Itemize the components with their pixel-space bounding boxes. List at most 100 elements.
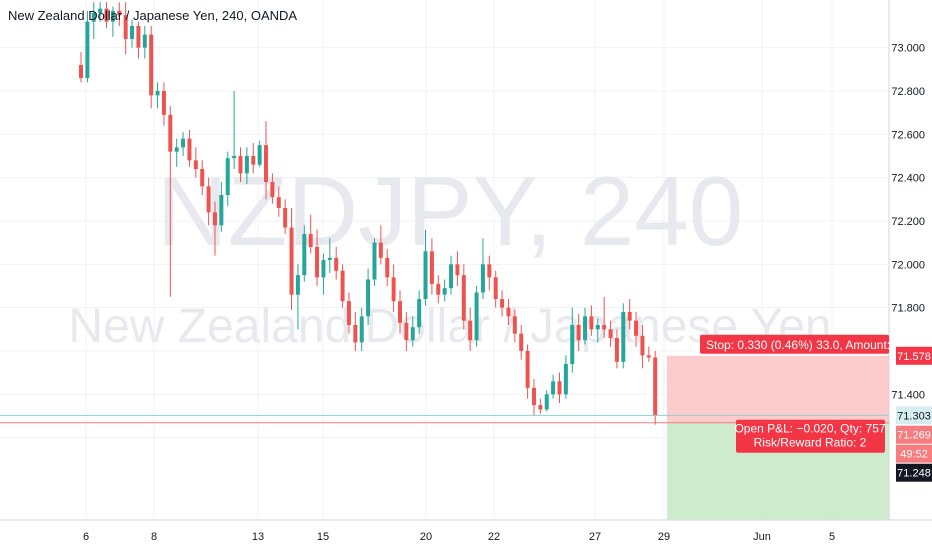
candle-body [251,156,256,165]
candle-body [334,257,339,271]
candle [315,229,320,286]
candle-body [366,279,371,317]
candle [225,151,230,206]
candle [308,214,313,254]
time-axis-panel[interactable] [0,520,932,550]
candle [634,312,639,347]
candle-body [257,145,262,165]
pnl-info-text: Open P&L: −0.020, Qty: 757 [734,422,885,436]
candle-body [404,322,409,341]
price-tag-current[interactable]: 71.303 [896,406,932,425]
candle [155,82,160,109]
price-tag-label: 71.578 [897,351,931,363]
candle-body [91,13,96,22]
candle-body [346,301,351,325]
candle [327,238,332,273]
candle-body [538,405,543,410]
stop-info-text: Stop: 0.330 (0.46%) 33.0, Amount: 79 [706,338,907,352]
time-tick-label: 22 [488,531,500,543]
price-tag-entry[interactable]: 71.269 [896,425,932,444]
candle [538,398,543,414]
candle [544,390,549,412]
candle-body [646,355,651,358]
price-tag-stop[interactable]: 71.578 [896,346,932,365]
pnl-info-background [736,419,885,453]
candle [442,279,447,302]
candle-body [410,327,415,341]
candle [525,344,530,399]
candle [283,199,288,234]
candle [98,2,103,22]
candle-body [442,288,447,295]
candle [219,182,224,232]
price-tag-countdown[interactable]: 49:52 [896,444,932,463]
candle [206,177,211,226]
risk-reward-text: Risk/Reward Ratio: 2 [754,436,867,450]
time-tick-label: 13 [252,531,264,543]
candle [321,253,326,295]
price-tag-target[interactable]: 71.248 [896,463,932,482]
candle [346,292,351,334]
candle [295,264,300,330]
price-tag-label: 49:52 [900,449,928,461]
candle [423,229,428,306]
price-tag-background [896,425,932,444]
candle [589,305,594,336]
candle-body [602,325,607,330]
candle [417,290,422,334]
time-tick-label: 15 [317,531,329,543]
candle-body [315,247,320,278]
candle [429,238,434,295]
candle-body [614,338,619,362]
candle-body [608,329,613,338]
candle-body [449,264,454,289]
candle-body [232,156,237,159]
candle [232,91,237,169]
price-tick-label: 71.400 [891,389,925,401]
candle [85,10,90,83]
candle [621,303,626,369]
time-tick-label: 8 [151,531,157,543]
candle-body [308,234,313,247]
candle-body [480,264,485,293]
candle-body [455,264,460,276]
candle [570,307,575,373]
candle-body [193,160,198,169]
candle-body [576,325,581,341]
stop-info-label[interactable]: Stop: 0.330 (0.46%) 33.0, Amount: 79 [700,334,907,354]
candle [576,314,581,351]
candle [289,208,294,310]
candle [519,325,524,360]
candle-body [302,234,307,276]
price-tag-label: 71.248 [897,468,931,480]
candle-body [570,325,575,364]
price-tick-label: 72.200 [891,216,925,228]
candle [531,379,536,416]
candle-body [187,138,192,161]
candle-body [423,251,428,299]
candle-body [429,251,434,284]
candle [474,286,479,347]
candle-body [98,8,103,13]
candle [551,374,556,399]
time-tick-label: 5 [829,531,835,543]
candle [391,264,396,312]
price-tick-label: 71.800 [891,303,925,315]
candle [653,351,658,425]
candle [378,225,383,265]
candle-body [359,316,364,343]
candle-body [136,26,141,48]
candle [340,264,345,308]
price-tag-label: 71.303 [897,410,931,422]
candle-body [583,316,588,341]
candle-body [391,277,396,302]
candle [468,307,473,351]
candle [257,140,262,167]
stop-loss-zone[interactable] [667,355,889,423]
candle [136,21,141,59]
time-tick-label: Jun [753,531,771,543]
candle-body [634,320,639,336]
